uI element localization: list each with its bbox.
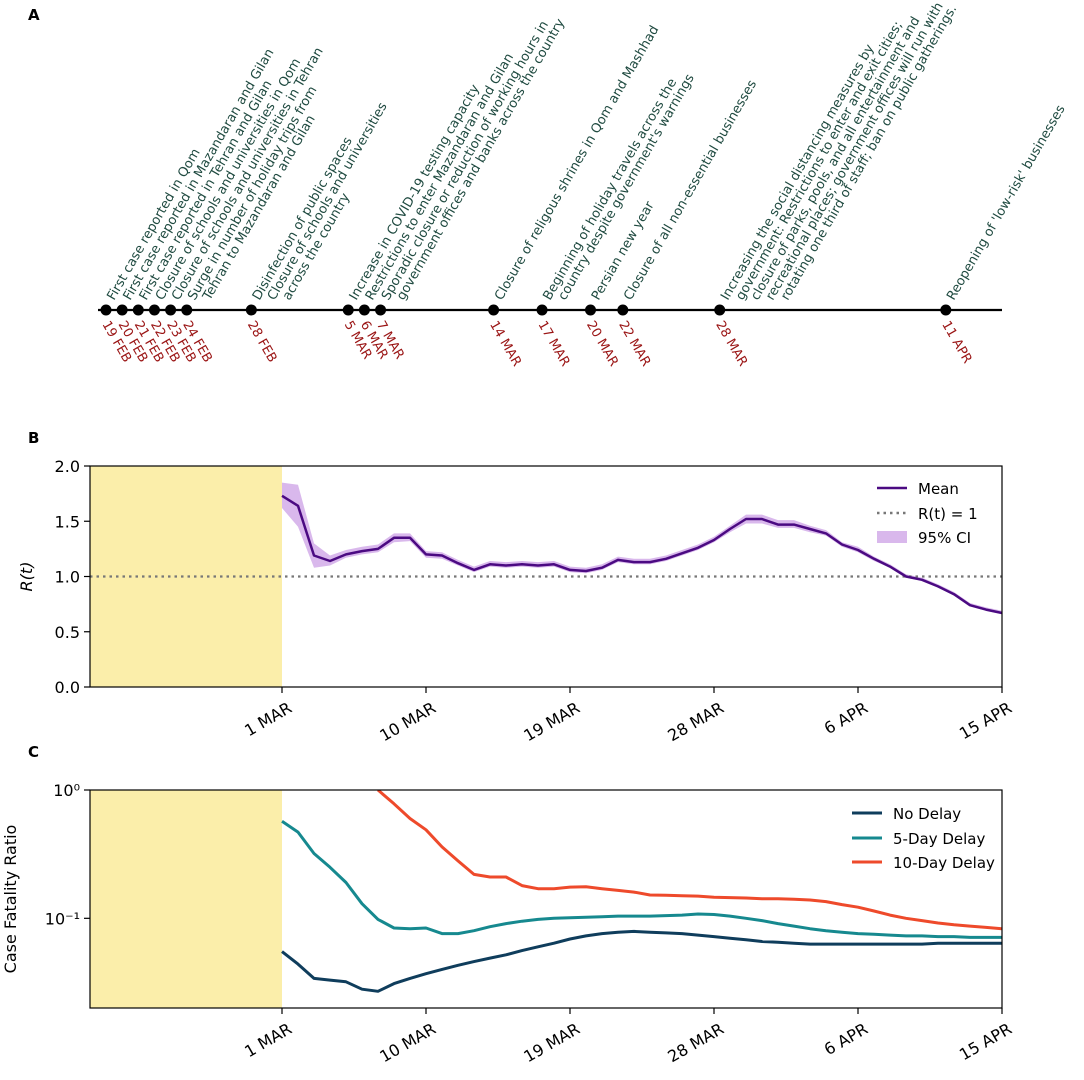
- rt-mean-line: [281, 494, 1003, 615]
- event-label: Restrictions to enter Mazandaran and Gil…: [363, 51, 517, 303]
- event-label: Reopening of 'low-risk' businesses: [944, 102, 1068, 303]
- event-marker: [714, 304, 726, 316]
- rt-shaded-region: [90, 466, 282, 687]
- event-marker: [536, 304, 548, 316]
- x-tick-label: 28 MAR: [664, 1019, 727, 1066]
- cfr-plot-area: [281, 790, 1002, 993]
- cfr-y-axis-label: Case Fatality Ratio: [1, 825, 20, 974]
- panel-letter-a: A: [28, 6, 40, 24]
- y-tick-label: 2.0: [55, 457, 80, 476]
- event-marker: [148, 304, 160, 316]
- event-date: 20 MAR: [583, 319, 621, 370]
- cfr-legend: No Delay 5-Day Delay 10-Day Delay: [852, 805, 995, 872]
- event-label: government offices and banks across the …: [394, 16, 568, 303]
- cfr-axes-frame: [89, 789, 1003, 1009]
- event-label: recreational places; government offices …: [763, 0, 947, 303]
- x-tick-label: 15 APR: [956, 1019, 1015, 1064]
- x-tick-label: 10 MAR: [376, 698, 439, 745]
- x-tick-label: 6 APR: [821, 698, 871, 738]
- event-marker: [617, 304, 629, 316]
- legend-10-day-label: 10-Day Delay: [893, 854, 995, 872]
- cfr-no-delay-line: [281, 929, 1002, 993]
- x-tick-label: 15 APR: [956, 698, 1015, 743]
- event-date: 14 MAR: [486, 319, 524, 370]
- x-tick-label: 6 APR: [821, 1019, 871, 1059]
- cfr-10-day-delay-line: [377, 790, 1002, 931]
- x-tick-label: 28 MAR: [664, 698, 727, 745]
- event-label: government: Restrictions to enter and ex…: [733, 19, 906, 303]
- y-tick-label: 1.0: [55, 568, 80, 587]
- rt-y-axis-label: R(t): [17, 562, 36, 592]
- panel-letter-b: B: [28, 429, 39, 447]
- event-marker: [165, 304, 177, 316]
- event-marker: [358, 304, 370, 316]
- event-marker: [342, 304, 354, 316]
- x-tick-label: 1 MAR: [241, 698, 295, 740]
- event-marker: [585, 304, 596, 316]
- cfr-y-ticks: 10⁻¹ 10⁰: [45, 781, 90, 928]
- event-label: closure of parks, pools, and all enterta…: [748, 14, 923, 303]
- event-marker: [132, 304, 144, 316]
- event-date: 28 MAR: [712, 319, 750, 370]
- legend-5-day-label: 5-Day Delay: [893, 830, 985, 848]
- rt-legend: Mean R(t) = 1 95% CI: [877, 480, 978, 547]
- legend-no-delay-label: No Delay: [893, 805, 961, 823]
- x-tick-label: 1 MAR: [241, 1019, 295, 1061]
- y-tick-label: 0.0: [55, 678, 80, 697]
- panel-letter-c: C: [28, 743, 39, 761]
- event-marker: [181, 304, 193, 316]
- event-marker: [488, 304, 500, 316]
- cfr-5-day-delay-line: [281, 820, 1002, 939]
- legend-ci-swatch: [877, 531, 907, 543]
- event-marker: [116, 304, 128, 316]
- cfr-x-ticks: 1 MAR 10 MAR 19 MAR 28 MAR 6 APR 15 APR: [241, 1008, 1015, 1066]
- event-marker: [100, 304, 112, 316]
- x-tick-label: 10 MAR: [376, 1019, 439, 1066]
- event-date: 28 FEB: [244, 319, 280, 366]
- event-marker: [245, 304, 257, 316]
- event-date: 11 APR: [938, 319, 974, 367]
- y-tick-label: 10⁻¹: [45, 909, 80, 928]
- x-tick-label: 19 MAR: [520, 1019, 583, 1066]
- cfr-chart: 10⁻¹ 10⁰ 1 MAR 10 MAR 19 MAR 28 MAR 6 APR 15 A…: [1, 781, 1015, 1066]
- event-label: country despite government's warnings: [556, 71, 698, 303]
- x-tick-label: 19 MAR: [520, 698, 583, 745]
- rt-chart: 0.0 0.5 1.0 1.5 2.0 1 MAR 10 MAR 19 MAR 28 MAR 6…: [17, 457, 1015, 745]
- event-marker: [940, 304, 952, 316]
- y-tick-label: 1.5: [55, 512, 80, 531]
- legend-reference-label: R(t) = 1: [918, 505, 978, 523]
- event-date: 17 MAR: [535, 319, 573, 370]
- rt-plot-area: [90, 482, 1003, 615]
- event-marker: [375, 304, 387, 316]
- y-tick-label: 0.5: [55, 623, 80, 642]
- y-tick-label: 10⁰: [53, 781, 80, 800]
- cfr-shaded-region: [90, 790, 282, 1008]
- rt-y-ticks: 0.0 0.5 1.0 1.5 2.0: [55, 457, 90, 697]
- legend-ci-label: 95% CI: [918, 529, 971, 547]
- rt-x-ticks: 1 MAR 10 MAR 19 MAR 28 MAR 6 APR 15 APR: [241, 687, 1015, 745]
- rt-ci-band: [282, 482, 1002, 615]
- legend-mean-label: Mean: [918, 480, 959, 498]
